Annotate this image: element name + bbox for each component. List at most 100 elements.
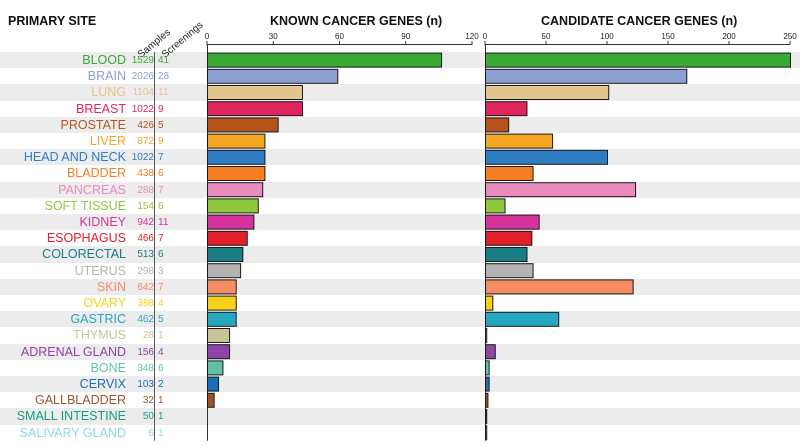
known-bar-cervix: [207, 376, 220, 392]
site-label: BREAST: [75, 101, 126, 116]
row-stripe: [0, 424, 800, 441]
known-bar-gastric: [207, 311, 237, 327]
samples-count: 388: [137, 298, 154, 309]
known-bar-uterus: [207, 263, 242, 279]
screenings-count: 6: [158, 249, 164, 261]
candidate-bar-uterus: [485, 263, 534, 279]
row-stripe: [0, 359, 800, 376]
known-bar-blood: [207, 52, 443, 68]
screenings-count: 5: [158, 314, 164, 326]
known-bar-kidney: [207, 214, 255, 230]
known-bar-skin: [207, 279, 237, 295]
site-label: BONE: [90, 360, 126, 375]
known-bar-liver: [207, 133, 266, 149]
candidate-bar-thymus: [485, 328, 488, 343]
known-bar-thymus: [207, 328, 231, 343]
row-stripe: [0, 311, 800, 328]
screenings-count: 6: [158, 200, 164, 212]
screenings-count: 9: [158, 136, 164, 147]
samples-count: 438: [137, 168, 154, 180]
candidate-bar-salivary-gland: [485, 425, 488, 441]
candidate-tick-label: 50: [542, 32, 551, 41]
site-label: PANCREAS: [58, 182, 126, 197]
site-label: ADRENAL GLAND: [20, 344, 126, 359]
row-stripe: [0, 133, 800, 150]
candidate-bar-head-and-neck: [485, 149, 608, 165]
known-tick-label: 90: [401, 32, 410, 41]
candidate-bar-brain: [485, 68, 688, 84]
samples-count: 288: [137, 184, 154, 196]
known-tick-label: 30: [269, 32, 278, 41]
candidate-bar-pancreas: [485, 182, 637, 198]
screenings-count: 4: [158, 346, 164, 358]
row-stripe: [0, 376, 800, 393]
samples-count: 1022: [131, 103, 154, 115]
row-stripe: [0, 327, 800, 344]
row-stripe: [0, 408, 800, 425]
screenings-count: 1: [158, 411, 164, 423]
samples-count: 942: [137, 217, 154, 228]
candidate-bar-soft-tissue: [485, 198, 506, 214]
site-label: UTERUS: [74, 263, 126, 278]
site-label: PROSTATE: [60, 117, 126, 132]
samples-count: 32: [142, 395, 154, 407]
known-bar-colorectal: [207, 247, 244, 262]
screenings-count: 3: [158, 265, 164, 277]
candidate-bar-breast: [485, 101, 528, 117]
samples-count: 156: [137, 346, 154, 358]
site-label: BRAIN: [87, 69, 126, 84]
row-stripe: [0, 295, 800, 312]
known-bar-bone: [207, 360, 224, 376]
screenings-count: 7: [158, 233, 164, 245]
known-bar-pancreas: [207, 182, 264, 198]
site-label: OVARY: [83, 296, 126, 310]
screenings-count: 28: [158, 71, 170, 83]
screenings-count: 2: [158, 379, 164, 390]
samples-count: 513: [137, 249, 154, 261]
primary-site-header: PRIMARY SITE: [8, 14, 97, 28]
site-label: THYMUS: [73, 328, 126, 343]
candidate-tick-label: 100: [600, 32, 614, 41]
candidate-bar-bladder: [485, 166, 534, 181]
row-stripe: [0, 165, 800, 182]
candidate-bar-skin: [485, 279, 634, 295]
candidate-bar-lung: [485, 85, 610, 100]
samples-count: 1104: [132, 87, 154, 99]
row-stripe: [0, 214, 800, 231]
known-bar-brain: [207, 68, 339, 84]
screenings-count: 7: [158, 152, 164, 164]
row-stripe: [0, 230, 800, 247]
samples-count: 28: [142, 330, 154, 342]
candidate-bar-blood: [485, 52, 791, 68]
candidate-tick-label: 250: [783, 32, 797, 41]
row-stripe: [0, 100, 800, 117]
known-chart-title: KNOWN CANCER GENES (n): [270, 14, 443, 28]
row-stripe: [0, 343, 800, 360]
site-label: CERVIX: [79, 377, 126, 391]
screenings-count: 1: [158, 330, 164, 342]
screenings-count: 5: [158, 119, 164, 131]
known-bar-esophagus: [207, 230, 248, 246]
samples-count: 6: [148, 427, 154, 439]
known-bar-prostate: [207, 117, 279, 133]
samples-count: 298: [137, 265, 154, 277]
site-label: SKIN: [96, 279, 126, 294]
samples-count: 642: [137, 281, 154, 293]
candidate-bar-gastric: [485, 311, 560, 327]
known-bar-breast: [207, 101, 303, 117]
known-tick-label: 120: [465, 32, 479, 41]
known-bar-ovary: [207, 295, 237, 311]
site-label: BLADDER: [66, 166, 126, 181]
site-label: LUNG: [91, 85, 126, 100]
site-label: ESOPHAGUS: [46, 231, 126, 246]
site-label: GASTRIC: [70, 312, 126, 327]
known-bar-head-and-neck: [207, 149, 266, 165]
samples-count: 1529: [131, 55, 154, 66]
site-label: SOFT TISSUE: [44, 198, 126, 213]
screenings-count: 11: [158, 217, 169, 228]
screenings-count: 4: [158, 298, 164, 309]
known-tick-label: 60: [335, 32, 344, 41]
candidate-bar-bone: [485, 360, 490, 376]
site-label: SALIVARY GLAND: [19, 425, 126, 440]
samples-count: 348: [137, 362, 154, 374]
